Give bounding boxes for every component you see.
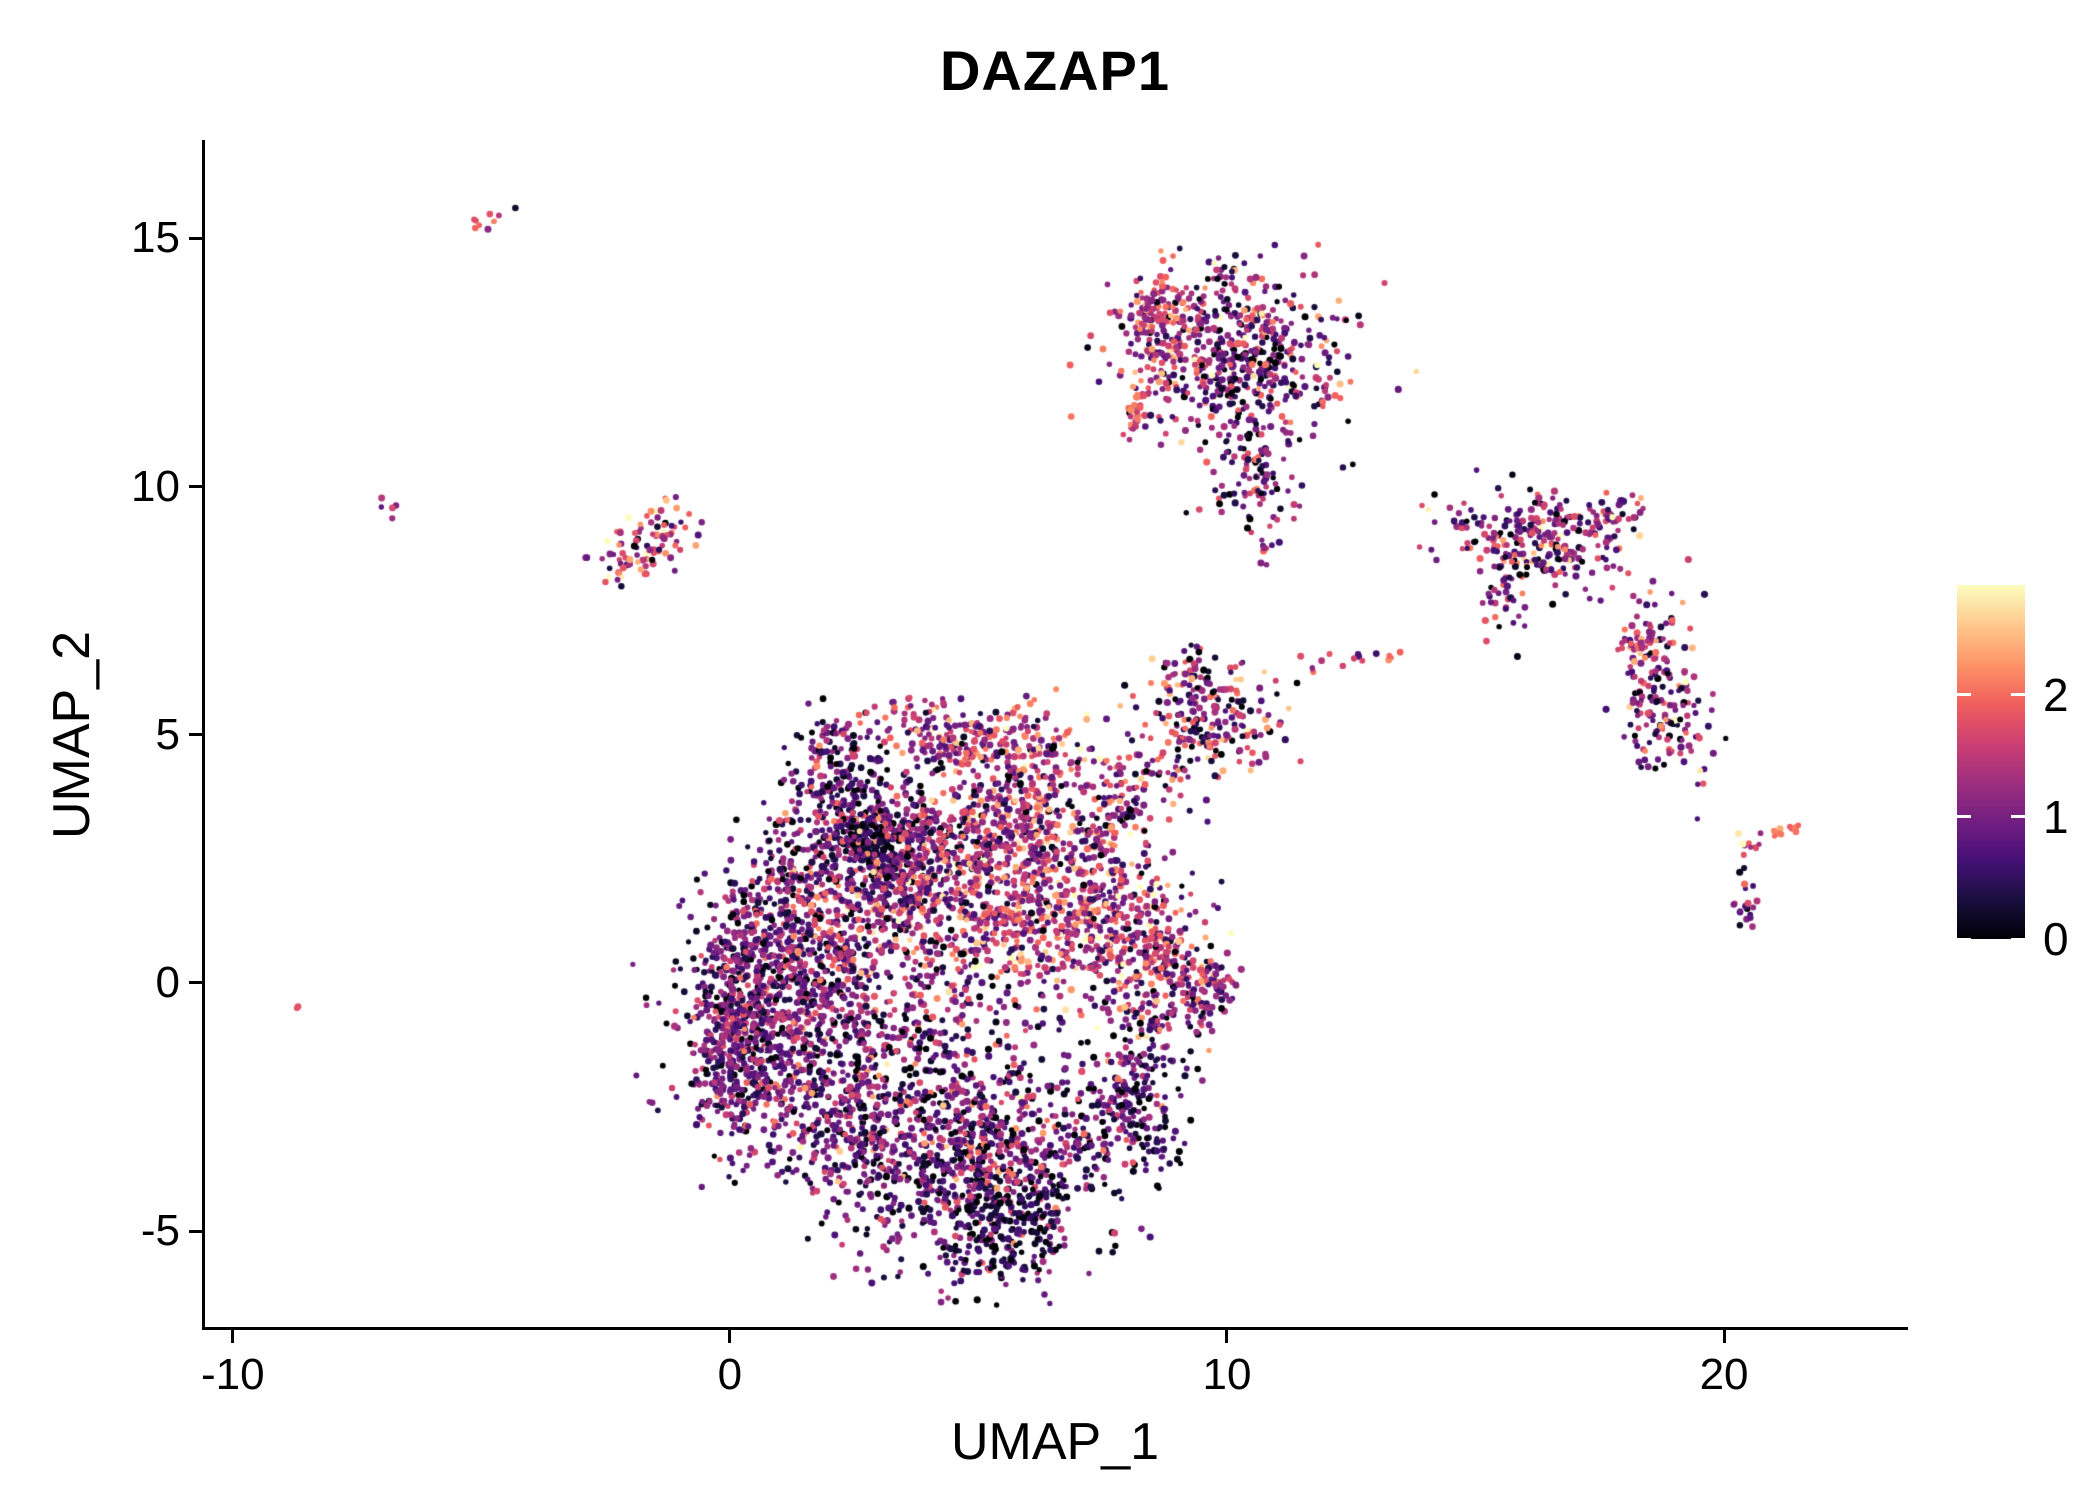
colorbar-tick-mark-1-right xyxy=(2011,815,2025,819)
y-tick-label-15: 15 xyxy=(131,213,180,263)
colorbar-tick-label-1: 1 xyxy=(2043,790,2069,843)
colorbar-tick-mark-2-left xyxy=(1957,693,1971,697)
y-tick-label--5: -5 xyxy=(140,1206,180,1256)
y-tick-mark-10 xyxy=(189,485,202,489)
y-axis-line xyxy=(202,140,205,1330)
y-tick-mark-15 xyxy=(189,236,202,240)
y-tick-mark-5 xyxy=(189,733,202,737)
y-tick-label-5: 5 xyxy=(155,709,180,759)
y-tick-label-10: 10 xyxy=(131,461,180,511)
x-tick-mark--10 xyxy=(231,1330,235,1343)
x-tick-label-0: 0 xyxy=(717,1350,743,1399)
x-tick-mark-10 xyxy=(1225,1330,1229,1343)
colorbar-tick-label-2: 2 xyxy=(2043,668,2069,721)
colorbar-tick-label-0: 0 xyxy=(2043,913,2069,965)
colorbar-tick-mark-1-left xyxy=(1957,815,1971,819)
y-axis-label: UMAP_2 xyxy=(43,630,101,840)
x-tick-label-20: 20 xyxy=(1699,1350,1749,1399)
x-tick-mark-20 xyxy=(1722,1330,1726,1343)
colorbar-tick-mark-0-right xyxy=(2011,937,2025,941)
x-tick-label-10: 10 xyxy=(1202,1350,1252,1399)
x-axis-label: UMAP_1 xyxy=(950,1413,1160,1471)
y-tick-label-0: 0 xyxy=(155,957,180,1007)
colorbar-tick-mark-2-right xyxy=(2011,693,2025,697)
y-tick-mark-0 xyxy=(189,981,202,985)
x-tick-mark-0 xyxy=(728,1330,732,1343)
colorbar-gradient xyxy=(1957,585,2025,939)
y-tick-mark--5 xyxy=(189,1229,202,1233)
x-axis-line xyxy=(202,1327,1908,1330)
colorbar-tick-mark-0-left xyxy=(1957,937,1971,941)
x-tick-label--10: -10 xyxy=(201,1350,265,1399)
